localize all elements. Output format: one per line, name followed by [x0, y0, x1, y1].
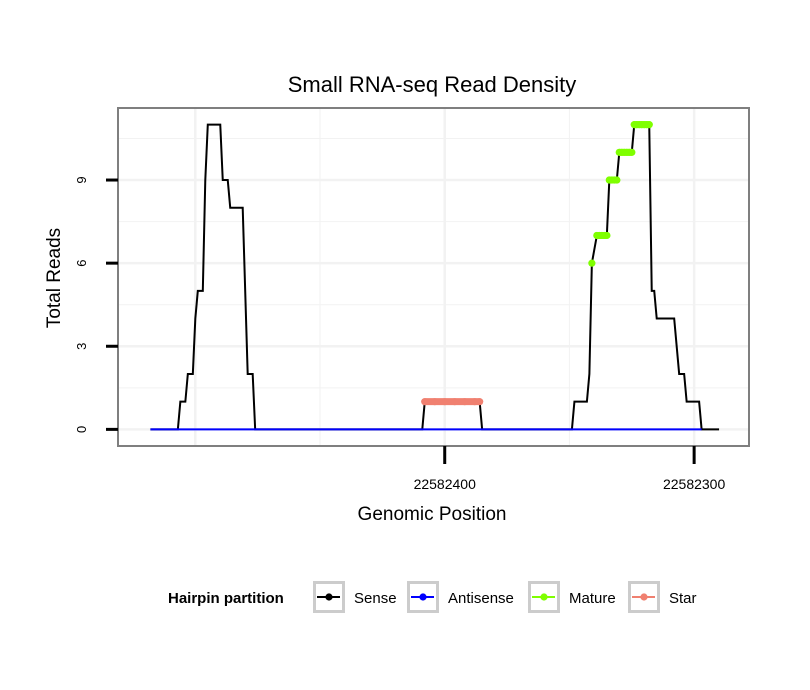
legend-label: Star	[669, 590, 697, 607]
point-star	[431, 398, 439, 406]
legend-title: Hairpin partition	[168, 590, 284, 607]
point-star	[451, 398, 459, 406]
y-tick-label: 0	[74, 426, 89, 433]
point-mature	[603, 231, 611, 240]
y-tick-label: 6	[74, 259, 89, 266]
y-tick-label: 3	[74, 343, 89, 350]
chart-title: Small RNA-seq Read Density	[288, 72, 577, 97]
legend-entry-sense: Sense	[313, 581, 397, 613]
legend-key-point	[540, 593, 548, 601]
y-axis-label: Total Reads	[44, 228, 65, 328]
point-star	[471, 398, 479, 406]
legend-key-point	[325, 593, 333, 601]
point-mature	[613, 176, 621, 184]
series-layer	[150, 121, 720, 431]
legend: Hairpin partition Sense Antisense Mature St…	[168, 581, 697, 613]
point-mature	[628, 148, 636, 156]
point-star	[461, 398, 469, 406]
point-star	[421, 398, 429, 406]
legend-label: Sense	[354, 590, 397, 607]
legend-entry-star: Star	[628, 581, 697, 613]
legend-entry-antisense: Antisense	[407, 581, 514, 613]
x-tick-label: 22582300	[663, 476, 726, 492]
legend-entry-mature: Mature	[528, 581, 616, 613]
legend-entries: Sense Antisense Mature Star	[313, 581, 697, 613]
panel-border	[117, 107, 750, 447]
point-star	[476, 398, 484, 406]
x-axis-label: Genomic Position	[358, 504, 507, 525]
legend-key-point	[640, 593, 648, 601]
axes: 0 3 6 9 22582400 22582300	[74, 176, 725, 492]
point-mature	[588, 259, 596, 267]
plot-panel	[117, 107, 750, 447]
point-star	[441, 398, 449, 406]
y-tick-label: 9	[74, 176, 89, 183]
legend-key-point	[419, 593, 427, 601]
x-tick-label: 22582400	[414, 476, 477, 492]
point-mature	[645, 121, 653, 129]
legend-label: Mature	[569, 590, 616, 607]
legend-label: Antisense	[448, 590, 514, 607]
panel-background	[118, 108, 749, 446]
